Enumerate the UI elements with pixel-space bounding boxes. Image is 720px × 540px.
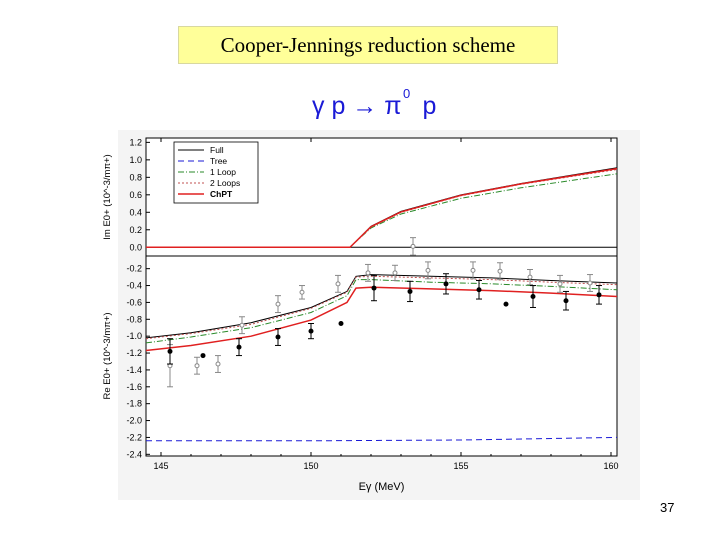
slide-title-text: Cooper-Jennings reduction scheme <box>220 32 516 57</box>
series-line-bottom-tree <box>146 436 618 442</box>
data-point-open <box>335 281 341 287</box>
y-tick-label-top: 0.6 <box>129 190 142 200</box>
series-line-bottom-2-loops <box>145 275 618 340</box>
y-tick-label-bottom: -2.0 <box>126 416 142 426</box>
data-point-open <box>299 289 305 295</box>
y-tick-label-bottom: -1.0 <box>126 331 142 341</box>
legend-label: Full <box>210 145 224 155</box>
legend-label: ChPT <box>210 189 233 199</box>
reaction-formula: γ p → π p 0 <box>300 86 460 124</box>
x-tick-label: 150 <box>303 461 318 471</box>
data-point-open <box>194 363 200 369</box>
y-axis-label-top: Im E0+ (10^-3/mπ+) <box>102 154 113 239</box>
data-point-filled <box>407 288 413 294</box>
series-line-bottom-full <box>145 274 618 339</box>
data-point-filled <box>563 298 569 304</box>
x-tick-label: 160 <box>603 461 618 471</box>
data-point-open <box>527 274 533 280</box>
data-point-filled <box>443 281 449 287</box>
y-tick-label-top: 0.4 <box>129 207 142 217</box>
y-tick-label-top: 0.0 <box>129 242 142 252</box>
legend-label: 1 Loop <box>210 167 236 177</box>
data-point-open <box>470 267 476 273</box>
data-point-open <box>239 322 245 328</box>
y-tick-label-top: 1.2 <box>129 137 142 147</box>
data-point-filled <box>308 328 314 334</box>
reaction-text: γ p → π p <box>312 92 437 120</box>
data-point-filled <box>371 285 377 291</box>
y-tick-label-bottom: -2.2 <box>126 432 142 442</box>
data-point-filled <box>338 321 344 327</box>
series-line-bottom-chpt <box>145 286 618 352</box>
data-point-open <box>497 268 503 274</box>
series-line-top-chpt <box>146 167 618 249</box>
y-tick-label-bottom: -2.4 <box>126 449 142 459</box>
data-point-filled <box>167 348 173 354</box>
y-tick-label-top: 0.8 <box>129 172 142 182</box>
y-tick-label-bottom: -1.4 <box>126 365 142 375</box>
y-tick-label-bottom: -0.4 <box>126 281 142 291</box>
reaction-superscript: 0 <box>403 86 411 101</box>
y-tick-label-top: 0.2 <box>129 225 142 235</box>
data-point-filled <box>530 294 536 300</box>
legend-label: 2 Loops <box>210 178 240 188</box>
x-axis-label: Eγ (MeV) <box>359 481 405 493</box>
y-tick-label-bottom: -0.6 <box>126 297 142 307</box>
data-point-filled <box>275 334 281 340</box>
data-point-open <box>392 270 398 276</box>
page-number: 37 <box>660 500 675 515</box>
series-line-bottom-1-loop <box>145 279 618 344</box>
y-tick-label-top: 1.0 <box>129 155 142 165</box>
legend-box <box>173 141 259 204</box>
x-tick-label: 145 <box>153 461 168 471</box>
data-point-filled <box>200 353 206 359</box>
data-point-filled <box>236 344 242 350</box>
x-tick-label: 155 <box>453 461 468 471</box>
data-point-filled <box>596 292 602 298</box>
y-tick-label-bottom: -1.2 <box>126 348 142 358</box>
data-point-open <box>587 280 593 286</box>
data-point-open <box>275 301 281 307</box>
data-point-open <box>557 281 563 287</box>
series-line-top-1-loop <box>146 173 618 248</box>
y-tick-label-bottom: -0.2 <box>126 264 142 274</box>
data-point-filled <box>503 301 509 307</box>
data-point-open <box>365 270 371 276</box>
data-point-filled <box>476 287 482 293</box>
y-axis-label-bottom: Re E0+ (10^-3/mπ+) <box>102 312 113 399</box>
slide-title: Cooper-Jennings reduction scheme <box>178 26 558 64</box>
y-tick-label-bottom: -1.8 <box>126 399 142 409</box>
data-point-top <box>410 243 416 249</box>
y-tick-label-bottom: -1.6 <box>126 382 142 392</box>
data-point-open <box>425 267 431 273</box>
y-tick-label-bottom: -0.8 <box>126 314 142 324</box>
legend-label: Tree <box>210 156 227 166</box>
data-point-open <box>215 361 221 367</box>
